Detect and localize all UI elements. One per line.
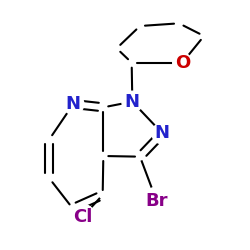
Text: Cl: Cl <box>73 208 92 226</box>
Circle shape <box>143 187 171 215</box>
Text: O: O <box>175 54 190 72</box>
Text: Br: Br <box>146 192 168 210</box>
Circle shape <box>122 91 143 112</box>
Circle shape <box>173 53 192 72</box>
Text: N: N <box>66 95 81 113</box>
Circle shape <box>152 123 173 144</box>
Circle shape <box>70 204 95 229</box>
Text: N: N <box>125 93 140 111</box>
Text: N: N <box>155 124 170 142</box>
Circle shape <box>63 94 84 114</box>
